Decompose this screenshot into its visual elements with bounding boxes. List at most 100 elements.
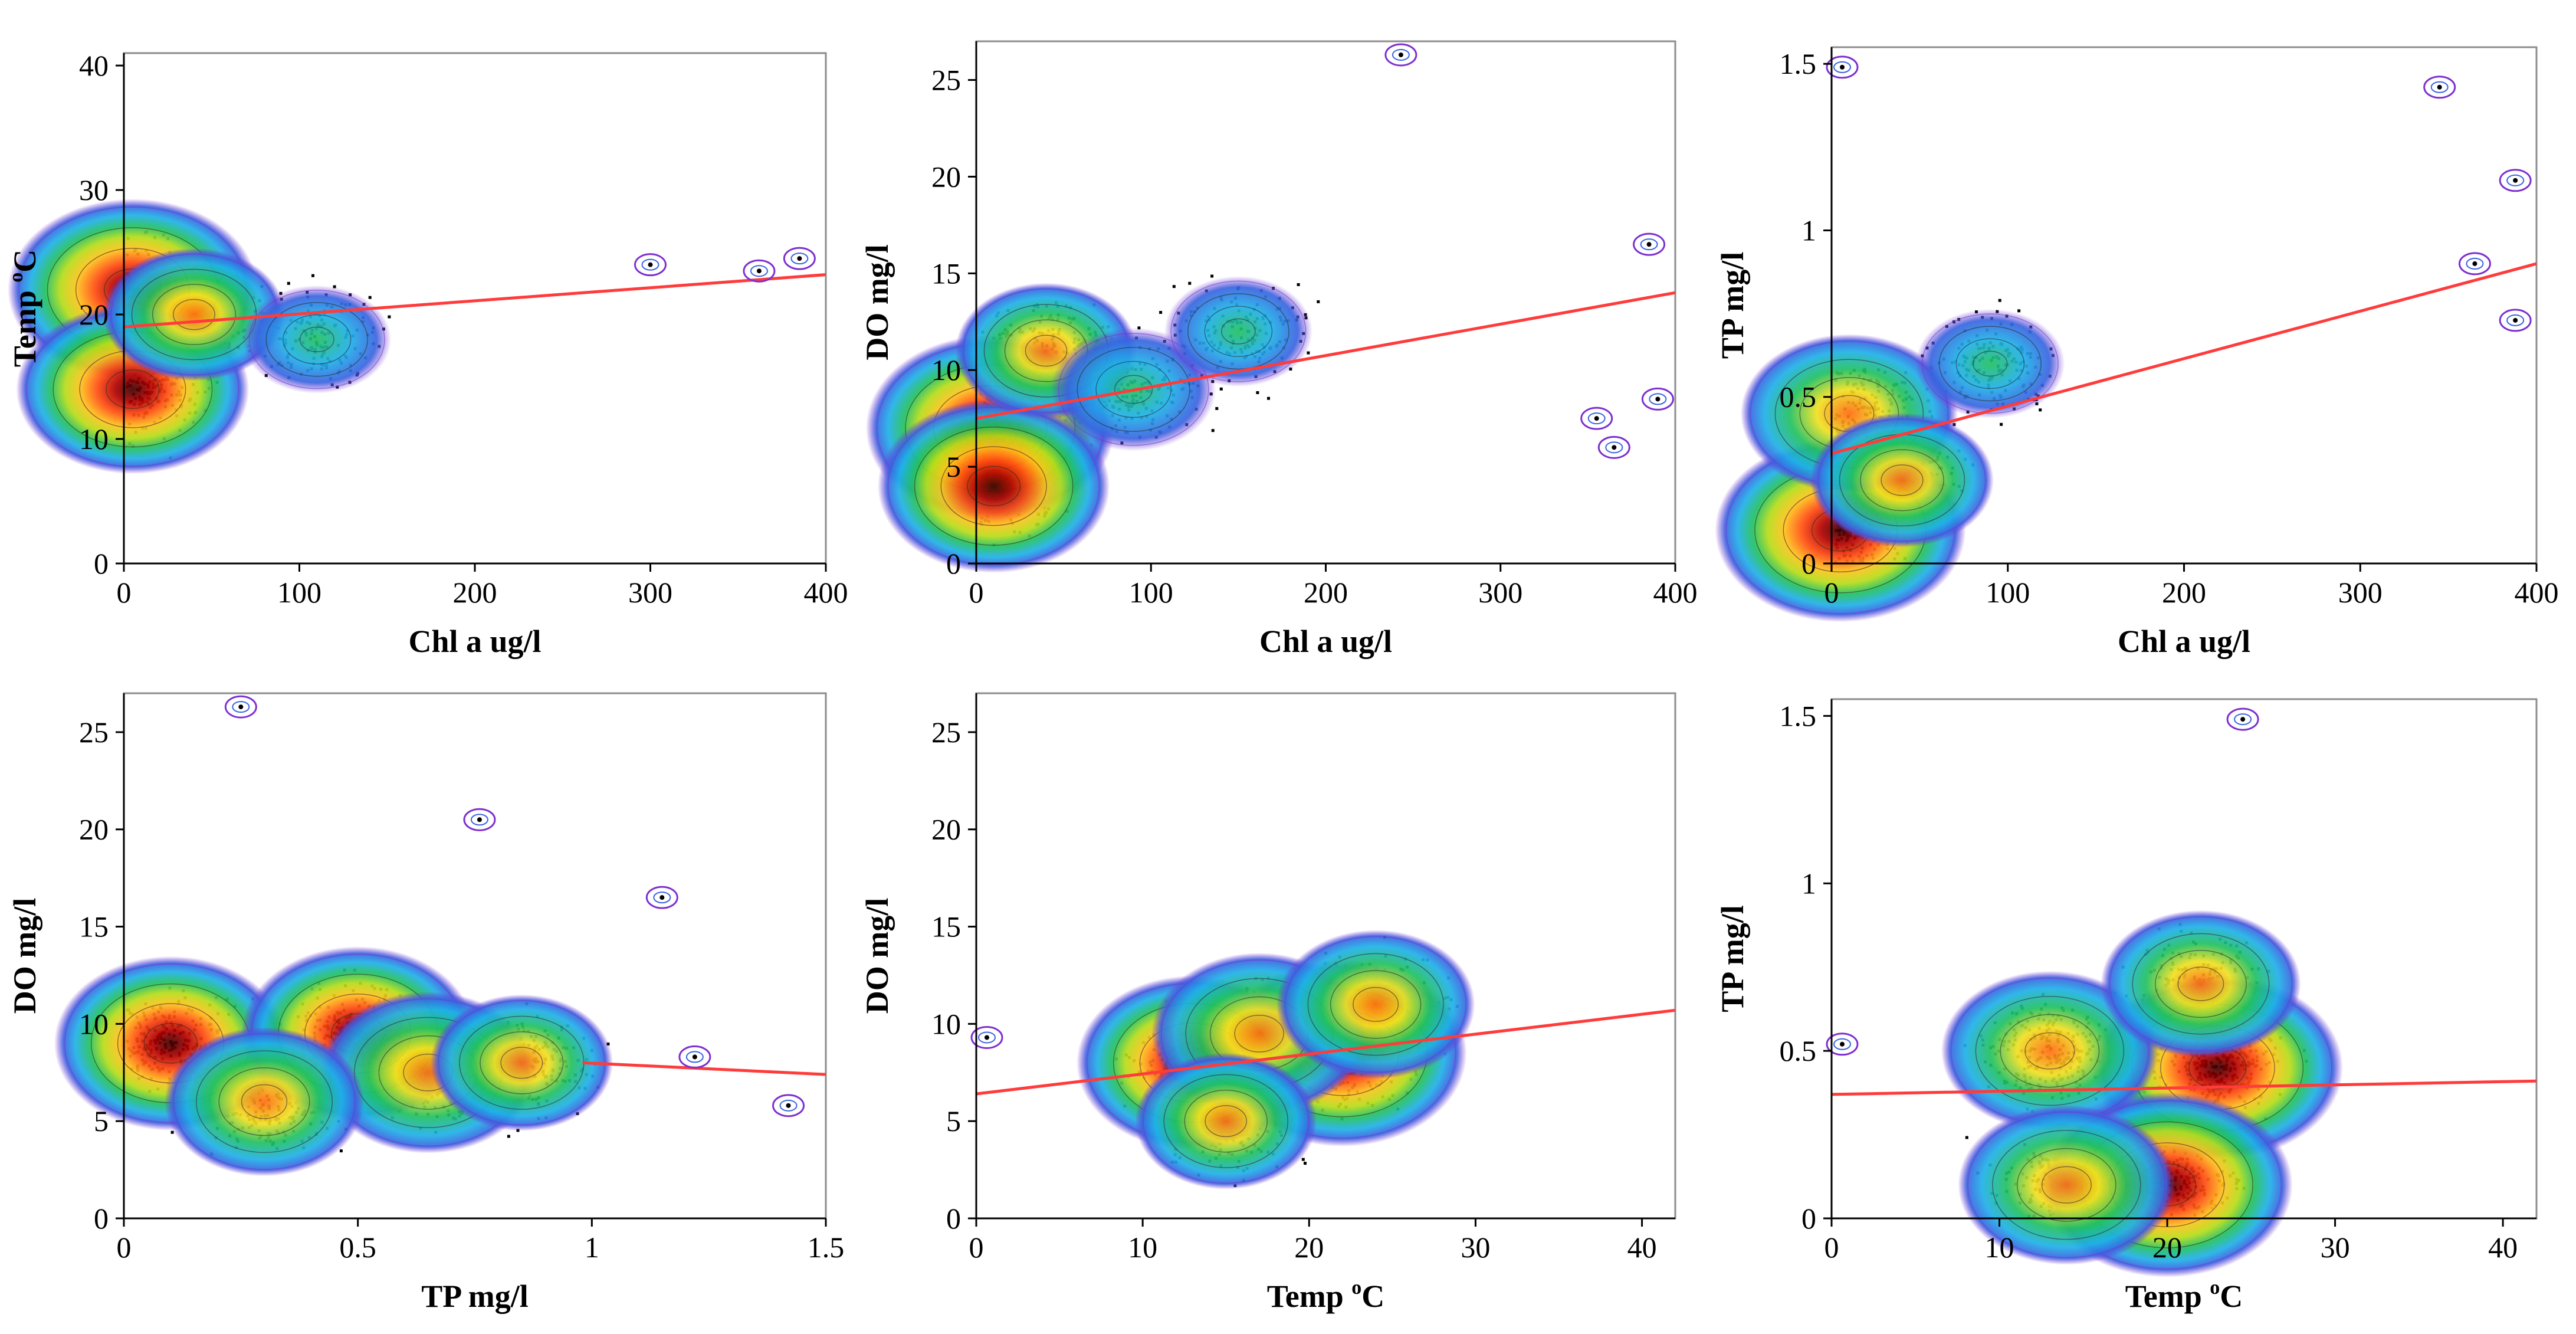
density-contour [1205, 1105, 1247, 1138]
data-point [333, 285, 336, 289]
density-peak [1915, 309, 2065, 419]
data-point [339, 1149, 343, 1153]
density-contour [1163, 1074, 1288, 1168]
outlier-point [797, 256, 802, 261]
y-tick-label: 25 [79, 716, 109, 749]
data-point [1256, 391, 1259, 394]
outlier-contour [1641, 387, 1674, 411]
density-contour [241, 1084, 288, 1119]
density-contours [54, 946, 613, 1176]
y-tick-label: 30 [79, 173, 109, 207]
density-contour [1860, 449, 1944, 512]
density-contour [1307, 953, 1444, 1056]
density-contour [1204, 306, 1273, 358]
density-contour [1170, 280, 1307, 382]
y-tick-label: 0.5 [1780, 381, 1817, 414]
density-contour [218, 1067, 310, 1136]
y-tick-label: 25 [931, 716, 961, 749]
y-tick-label: 0 [946, 1202, 961, 1235]
density-contour [1285, 936, 1466, 1073]
density-peak [877, 399, 1110, 573]
y-tick-label: 25 [931, 64, 961, 97]
data-point [1304, 1162, 1307, 1165]
outlier-contour-inner [232, 701, 250, 713]
outlier-contour-inner [779, 1099, 798, 1112]
x-axis-label: Chl a ug/l [2118, 624, 2250, 659]
y-tick-label: 15 [79, 910, 109, 943]
outlier-contour-inner [653, 891, 671, 904]
density-contour [1114, 375, 1153, 404]
outlier-point [2513, 178, 2518, 183]
density-contour [1938, 326, 2042, 402]
density-contour [1818, 418, 1986, 542]
data-point [1219, 387, 1223, 391]
data-point [1211, 429, 1215, 432]
outlier-contour-inner [470, 814, 488, 826]
outlier-contour-inner [1587, 412, 1606, 425]
outlier-contour [970, 1025, 1003, 1049]
outlier-point [2513, 317, 2518, 323]
data-point [2017, 309, 2021, 313]
density-contour [248, 290, 385, 389]
x-tick-label: 1.5 [808, 1231, 845, 1264]
data-point [1215, 407, 1219, 410]
trend-line [123, 273, 826, 329]
density-contour [1025, 335, 1068, 367]
data-point [287, 281, 290, 285]
data-point [1317, 300, 1320, 303]
density-contour [1973, 350, 2008, 377]
trend-line [976, 291, 1676, 420]
outlier-contour [463, 808, 496, 831]
outlier-contour [1633, 232, 1666, 256]
x-tick-label: 0 [1824, 576, 1839, 609]
x-tick-label: 100 [1986, 576, 2030, 609]
superscript: o [1351, 1277, 1361, 1299]
outlier-contour [2423, 76, 2456, 99]
density-contour [967, 466, 1021, 507]
data-point [1998, 299, 2001, 302]
density-contours [8, 198, 392, 474]
outlier-point [238, 704, 244, 710]
outlier-contours [970, 1025, 1003, 1049]
density-contour [143, 1023, 198, 1064]
outlier-point [648, 262, 653, 267]
x-tick-label: 10 [1128, 1231, 1157, 1264]
outlier-contour [743, 259, 776, 283]
data-point [1301, 1158, 1305, 1161]
y-tick-label: 0 [1801, 547, 1816, 580]
outlier-point [786, 1103, 791, 1108]
outlier-contour-inner [2506, 174, 2525, 186]
density-contour [1234, 1014, 1284, 1053]
data-point [1267, 396, 1270, 400]
outlier-contours [224, 695, 805, 1117]
outlier-contour [772, 1094, 805, 1117]
outlier-contour-inner [2466, 257, 2484, 270]
outlier-contour [224, 695, 257, 719]
outlier-point [1398, 52, 1403, 57]
y-tick-label: 5 [94, 1104, 109, 1138]
density-contour [1058, 333, 1209, 446]
data-point [1172, 285, 1176, 289]
outlier-contour-inner [978, 1031, 996, 1044]
density-contour [500, 1047, 543, 1079]
outlier-contour-inner [2430, 81, 2449, 93]
y-tick-label: 1.5 [1780, 47, 1817, 80]
x-axis-label: Chl a ug/l [1259, 624, 1392, 659]
x-tick-label: 200 [1304, 576, 1348, 609]
y-tick-label: 10 [931, 1007, 961, 1040]
data-point [388, 315, 391, 319]
outlier-point [477, 817, 482, 822]
density-peak [1164, 276, 1312, 387]
x-tick-label: 0 [969, 1231, 984, 1264]
y-tick-label: 1 [1801, 214, 1816, 247]
y-tick-label: 15 [931, 910, 961, 943]
density-contour [152, 284, 237, 345]
density-contour [1330, 970, 1422, 1039]
outlier-contour [1826, 55, 1859, 79]
